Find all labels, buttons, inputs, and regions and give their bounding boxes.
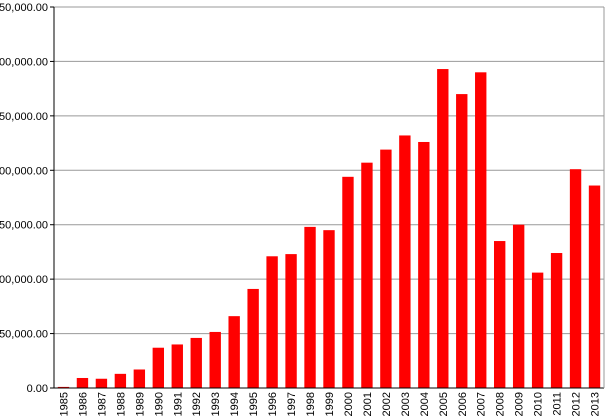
x-tick-label: 1989: [134, 392, 146, 416]
bar: [531, 272, 544, 388]
x-tick-label: 2004: [419, 392, 431, 416]
bar: [190, 337, 202, 388]
bar: [418, 141, 430, 388]
x-tick-label: 1991: [172, 392, 184, 416]
x-tick-label: 2008: [495, 392, 507, 416]
x-tick-label: 2011: [552, 392, 564, 416]
x-tick-label: 1996: [267, 392, 279, 416]
x-tick-label: 1998: [305, 392, 317, 416]
y-tick-label: 250,000.00: [0, 111, 48, 123]
x-tick-label: 1985: [58, 392, 70, 416]
x-tick-label: 2009: [514, 392, 526, 416]
bar: [342, 176, 354, 388]
x-tick-label: 1992: [191, 392, 203, 416]
bar: [171, 344, 183, 388]
bar: [550, 253, 563, 388]
y-tick-label: 100,000.00: [0, 274, 48, 286]
bar: [57, 386, 70, 388]
x-tick-label: 1987: [96, 392, 108, 416]
bar: [494, 241, 506, 388]
x-tick-label: 2005: [438, 392, 450, 416]
y-tick-label: 50,000.00: [0, 329, 48, 341]
x-tick-label: 1995: [248, 392, 260, 416]
bar: [228, 316, 240, 388]
bar: [304, 226, 316, 388]
x-tick-label: 2003: [400, 392, 412, 416]
x-tick-label: 2002: [381, 392, 393, 416]
bar: [247, 288, 259, 388]
x-tick-label: 1999: [324, 392, 336, 416]
y-tick-label: 150,000.00: [0, 220, 48, 232]
bar: [285, 254, 297, 388]
bar: [133, 369, 146, 388]
bar: [475, 72, 487, 389]
x-tick-label: 2006: [457, 392, 469, 416]
bar: [152, 347, 164, 388]
y-tick-label: 0.00: [27, 383, 48, 395]
bar: [361, 162, 373, 388]
x-tick-label: 2007: [476, 392, 488, 416]
x-tick-label: 2000: [343, 392, 355, 416]
y-tick-label: 350,000.00: [0, 2, 48, 14]
bar: [456, 94, 468, 388]
x-tick-label: 2001: [362, 392, 374, 416]
x-tick-label: 2012: [571, 392, 583, 416]
bar: [437, 69, 449, 388]
bar: [588, 185, 601, 388]
x-tick-label: 1994: [229, 392, 241, 416]
x-tick-label: 2010: [533, 392, 545, 416]
x-tick-label: 1990: [153, 392, 165, 416]
y-tick-label: 200,000.00: [0, 165, 48, 177]
bar: [114, 373, 127, 388]
x-tick-label: 1993: [210, 392, 222, 416]
bar: [323, 230, 335, 388]
x-tick-label: 1988: [115, 392, 127, 416]
x-tick-label: 2013: [590, 392, 602, 416]
bar: [512, 224, 525, 388]
x-tick-label: 1997: [286, 392, 298, 416]
bar: [399, 135, 411, 388]
x-tick-label: 1986: [77, 392, 89, 416]
bar: [76, 377, 89, 388]
bar: [569, 169, 582, 388]
bar: [266, 256, 278, 388]
bar: [380, 149, 392, 388]
bar: [95, 378, 108, 388]
y-tick-label: 300,000.00: [0, 56, 48, 68]
bar: [209, 331, 221, 388]
